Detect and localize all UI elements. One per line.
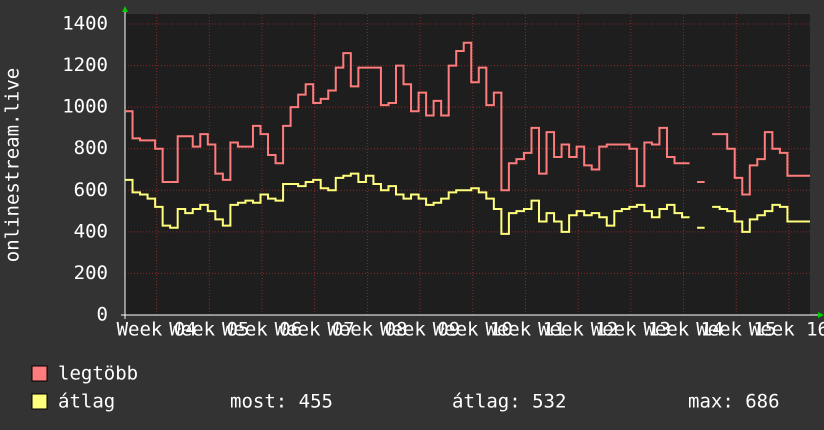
x-tick-label: Week 11: [485, 319, 565, 341]
legend-swatch: [31, 393, 48, 410]
x-tick-label: Week 09: [380, 319, 460, 341]
x-tick-label: Week 06: [222, 319, 302, 341]
legend-label: legtöbb: [58, 363, 138, 385]
legend-stat: most: 455: [230, 391, 333, 413]
x-tick-label: Week 15: [696, 319, 776, 341]
y-tick-label: 1200: [62, 54, 108, 76]
y-tick-label: 600: [74, 179, 108, 201]
y-tick-label: 1400: [62, 13, 108, 35]
legend-stat: átlag: 532: [452, 391, 566, 413]
y-axis-label: onlinestream.live: [2, 68, 24, 262]
x-tick-label: Week 16: [749, 319, 824, 341]
series-line: [125, 172, 810, 235]
plot-area: [125, 14, 810, 315]
axis-arrow: [122, 6, 128, 12]
y-tick-label: 800: [74, 137, 108, 159]
x-tick-label: Week 07: [275, 319, 355, 341]
y-tick-label: 200: [74, 262, 108, 284]
y-tick-label: 1000: [62, 96, 108, 118]
x-tick-label: Week 12: [538, 319, 618, 341]
x-tick-label: Week 10: [433, 319, 513, 341]
legend-swatch: [31, 365, 48, 382]
x-tick-label: Week 05: [169, 319, 249, 341]
x-tick-label: Week 13: [591, 319, 671, 341]
y-tick-label: 400: [74, 220, 108, 242]
legend-stat: max: 686: [688, 391, 780, 413]
y-tick-label: 0: [97, 304, 108, 326]
axis-arrow: [818, 312, 824, 318]
legend-label: átlag: [58, 391, 115, 413]
x-tick-label: Week 08: [327, 319, 407, 341]
x-tick-label: Week 04: [117, 319, 197, 341]
x-tick-label: Week 14: [643, 319, 723, 341]
series-line: [125, 41, 810, 196]
